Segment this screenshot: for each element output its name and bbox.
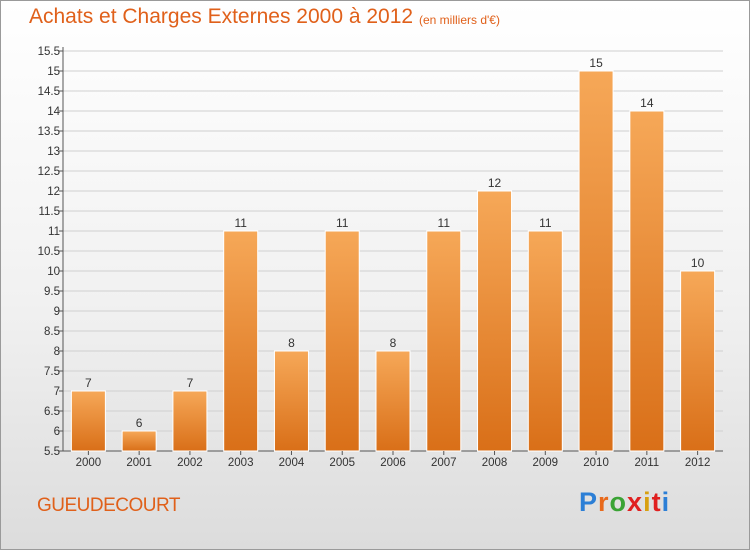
bar-value-label: 10 <box>691 256 705 270</box>
y-tick-label: 12 <box>47 186 60 198</box>
logo-letter: t <box>651 487 662 517</box>
y-tick-label: 11 <box>48 226 60 238</box>
bar <box>477 190 513 452</box>
y-tick-label: 14.5 <box>38 86 60 98</box>
bar-value-label: 11 <box>438 216 451 230</box>
bar <box>578 70 614 452</box>
bar <box>324 230 360 452</box>
bar <box>223 230 259 452</box>
bar <box>680 270 716 452</box>
y-tick-label: 6.5 <box>44 406 60 418</box>
logo-letter: P <box>579 487 599 517</box>
y-tick-label: 6 <box>54 426 60 438</box>
bar-value-label: 11 <box>539 216 552 230</box>
logo-letter: o <box>609 487 628 517</box>
x-tick-label: 2011 <box>634 457 659 469</box>
x-tick-label: 2004 <box>279 457 305 469</box>
bar <box>273 350 309 452</box>
chart-title: Achats et Charges Externes 2000 à 2012 <box>29 5 414 28</box>
y-tick-label: 13.5 <box>38 126 60 138</box>
bar-value-label: 7 <box>187 376 194 390</box>
bar-value-label: 8 <box>288 336 295 350</box>
bar-value-label: 7 <box>85 376 92 390</box>
bar-value-label: 12 <box>488 176 502 190</box>
y-tick-label: 8 <box>54 346 60 358</box>
y-tick-label: 10.5 <box>38 246 60 258</box>
bar-value-label: 15 <box>589 56 603 70</box>
x-tick-label: 2009 <box>533 457 559 469</box>
y-axis-ticks: 5.5 6 6.5 7 7.5 8 8.5 9 9.5 10 10.5 11 11.5 12 12.5 13 1… <box>38 46 63 458</box>
bar <box>70 390 106 452</box>
y-tick-label: 11.5 <box>38 206 60 218</box>
y-tick-label: 15.5 <box>38 46 60 58</box>
x-tick-label: 2012 <box>685 457 711 469</box>
y-tick-label: 15 <box>47 66 60 78</box>
y-tick-label: 8.5 <box>44 326 60 338</box>
bar <box>172 390 208 452</box>
y-tick-label: 13 <box>47 146 60 158</box>
bar-value-label: 11 <box>234 216 247 230</box>
y-tick-label: 10 <box>47 266 60 278</box>
x-tick-label: 2003 <box>228 457 254 469</box>
bar <box>527 230 563 452</box>
y-tick-label: 5.5 <box>44 446 60 458</box>
bars <box>70 70 716 452</box>
y-tick-label: 12.5 <box>38 166 60 178</box>
bar <box>121 430 157 452</box>
y-tick-label: 14 <box>47 106 60 118</box>
bar <box>426 230 462 452</box>
bar-value-label: 8 <box>390 336 397 350</box>
y-tick-label: 9 <box>54 306 60 318</box>
bar <box>375 350 411 452</box>
x-tick-label: 2010 <box>583 457 609 469</box>
y-tick-label: 7.5 <box>44 366 60 378</box>
unit-note: (en milliers d'€) <box>419 13 500 27</box>
x-tick-label: 2006 <box>380 457 406 469</box>
value-labels: 7 6 7 11 8 11 8 11 12 11 15 14 10 <box>85 56 705 430</box>
x-tick-label: 2008 <box>482 457 508 469</box>
x-tick-label: 2007 <box>431 457 457 469</box>
logo-letter: i <box>643 487 652 517</box>
x-tick-label: 2005 <box>329 457 355 469</box>
bar-value-label: 6 <box>136 416 143 430</box>
y-tick-label: 7 <box>54 386 60 398</box>
y-tick-label: 9.5 <box>44 286 60 298</box>
x-axis-labels: 2000 2001 2002 2003 2004 2005 2006 2007 2008 2009… <box>76 451 711 469</box>
bar-value-label: 11 <box>336 216 349 230</box>
logo-letter: r <box>598 487 610 517</box>
bar <box>629 110 665 452</box>
bar-value-label: 14 <box>640 96 654 110</box>
proxiti-logo[interactable]: Proxiti <box>579 487 670 518</box>
x-tick-label: 2002 <box>177 457 203 469</box>
logo-letter: x <box>627 487 644 517</box>
x-tick-label: 2000 <box>76 457 102 469</box>
logo-letter: i <box>661 487 671 517</box>
x-tick-label: 2001 <box>126 457 152 469</box>
city-name: GUEUDECOURT <box>37 495 181 516</box>
